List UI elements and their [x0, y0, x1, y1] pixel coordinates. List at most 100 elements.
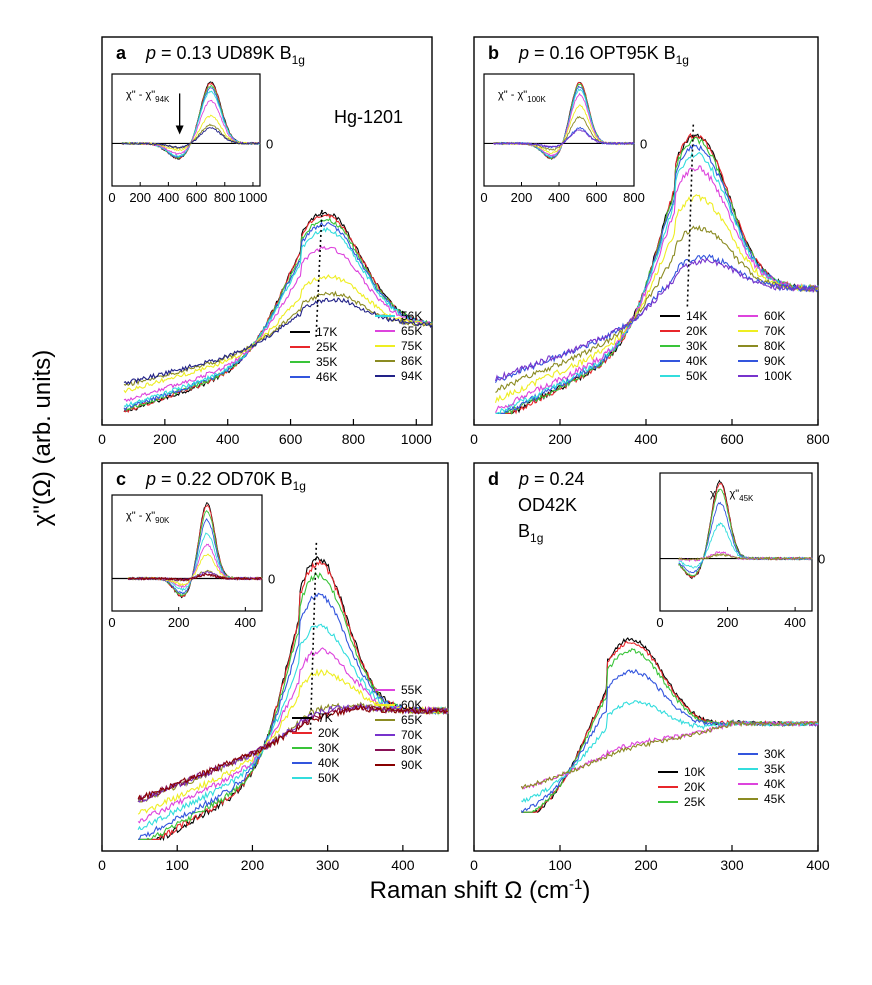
legend-label-65K: 65K [401, 713, 422, 727]
panel-c-curves [137, 555, 449, 842]
x-tick-label: 400 [216, 431, 240, 447]
legend-label-56K: 56K [401, 309, 422, 323]
legend-label-46K: 46K [316, 370, 337, 384]
series-line-30K [138, 571, 449, 840]
legend-label-40K: 40K [764, 777, 785, 791]
x-tick-label: 200 [153, 431, 177, 447]
inset-frame [483, 73, 635, 187]
y-axis-label: χ"(Ω) (arb. units) [29, 350, 56, 526]
legend-label-35K: 35K [316, 355, 337, 369]
inset-series-line-94K [121, 127, 261, 149]
inset-x-tick-label: 800 [623, 190, 645, 205]
inset-x-tick-label: 0 [108, 190, 115, 205]
inset-frame [659, 472, 813, 612]
legend-label-75K: 75K [401, 339, 422, 353]
legend-label-25K: 25K [684, 795, 705, 809]
inset-x-tick-label: 200 [168, 615, 190, 630]
series-line-56K [123, 227, 433, 408]
legend-label-30K: 30K [686, 339, 707, 353]
inset-label: χ" - χ"90K [126, 510, 170, 525]
x-tick-label: 400 [634, 431, 658, 447]
series-line-40K [495, 143, 819, 414]
legend-label-40K: 40K [318, 756, 339, 770]
x-tick-label: 200 [241, 857, 265, 873]
inset-label-sub: 94K [155, 95, 170, 104]
inset-label-main: χ" - χ" [126, 89, 155, 101]
x-tick-label: 600 [279, 431, 303, 447]
inset-x-tick-label: 1000 [238, 190, 267, 205]
series-line-70K [494, 194, 819, 403]
panel-letter: b [488, 43, 499, 63]
inset-label-sub: 90K [155, 516, 170, 525]
peak-dotted-line [309, 542, 318, 733]
legend-label-14K: 14K [686, 309, 707, 323]
panel-letter: a [116, 43, 127, 63]
x-tick-label: 800 [806, 431, 830, 447]
x-axis-label-end: ) [582, 877, 590, 904]
peak-dotted-line [686, 124, 695, 309]
x-tick-label: 400 [806, 857, 830, 873]
panel-title-sub: 1g [292, 53, 305, 67]
legend-label-65K: 65K [401, 324, 422, 338]
inset-x-tick-label: 400 [158, 190, 180, 205]
x-tick-label: 300 [316, 857, 340, 873]
series-line-50K [495, 151, 819, 415]
panel-title-line2: OD42K [518, 495, 577, 515]
inset-label-sub: 45K [739, 494, 754, 503]
panel-b-curves [494, 132, 819, 415]
peak-dotted-line [315, 209, 323, 339]
legend-label-60K: 60K [401, 698, 422, 712]
panel-title-p: p [518, 43, 529, 63]
inset-series-line-100K [493, 129, 635, 148]
panel-a-inset: 0 0 200 400 600 800 1000 χ" - χ"94K [108, 73, 273, 205]
inset-x-tick-label: 800 [214, 190, 236, 205]
legend-label-30K: 30K [318, 741, 339, 755]
panel-title-rest: = 0.13 UD89K B [156, 43, 292, 63]
panel-b-inset: 0 0 200 400 600 800 χ" - χ"100K [480, 73, 647, 205]
panel-c: 0 100 200 300 400 c p = 0.22 OD70K B1g 7K20K30K… [98, 462, 449, 873]
panel-letter: d [488, 469, 499, 489]
panel-d-curves [520, 637, 819, 814]
x-tick-label: 400 [391, 857, 415, 873]
inset-x-tick-label: 200 [129, 190, 151, 205]
inset-zero-label: 0 [818, 552, 825, 567]
series-line-55K [137, 647, 449, 824]
legend-label-80K: 80K [401, 743, 422, 757]
inset-x-tick-label: 400 [234, 615, 256, 630]
inset-x-tick-label: 600 [186, 190, 208, 205]
panel-a-curves [123, 211, 433, 414]
legend-label-90K: 90K [764, 354, 785, 368]
x-tick-label: 300 [720, 857, 744, 873]
legend-label-70K: 70K [401, 728, 422, 742]
series-line-45K [520, 720, 819, 790]
panel-title-p: p [518, 469, 529, 489]
inset-label-main: χ" - χ" [498, 89, 527, 101]
legend-label-25K: 25K [316, 340, 337, 354]
x-tick-label: 800 [342, 431, 366, 447]
inset-label: χ" - χ"100K [498, 89, 546, 104]
legend-label-70K: 70K [764, 324, 785, 338]
inset-x-tick-label: 0 [480, 190, 487, 205]
legend-label-100K: 100K [764, 369, 792, 383]
series-line-75K [123, 274, 433, 394]
inset-zero-label: 0 [640, 136, 647, 151]
panel-title-rest: = 0.24 [529, 469, 585, 489]
x-tick-label: 200 [548, 431, 572, 447]
panel-title-sub: 1g [293, 479, 306, 493]
legend-label-94K: 94K [401, 369, 422, 383]
panel-title-p: p [145, 469, 156, 489]
inset-x-tick-label: 200 [717, 615, 739, 630]
legend-label-50K: 50K [686, 369, 707, 383]
series-line-100K [494, 257, 819, 382]
series-line-35K [521, 700, 819, 804]
panel-title-sub: 1g [676, 53, 689, 67]
legend-label-20K: 20K [318, 726, 339, 740]
panel-c-inset: 0 0 200 400 χ" - χ"90K [108, 494, 275, 630]
x-tick-label: 1000 [401, 431, 432, 447]
x-axis-label-main: Raman shift Ω (cm [370, 877, 569, 904]
